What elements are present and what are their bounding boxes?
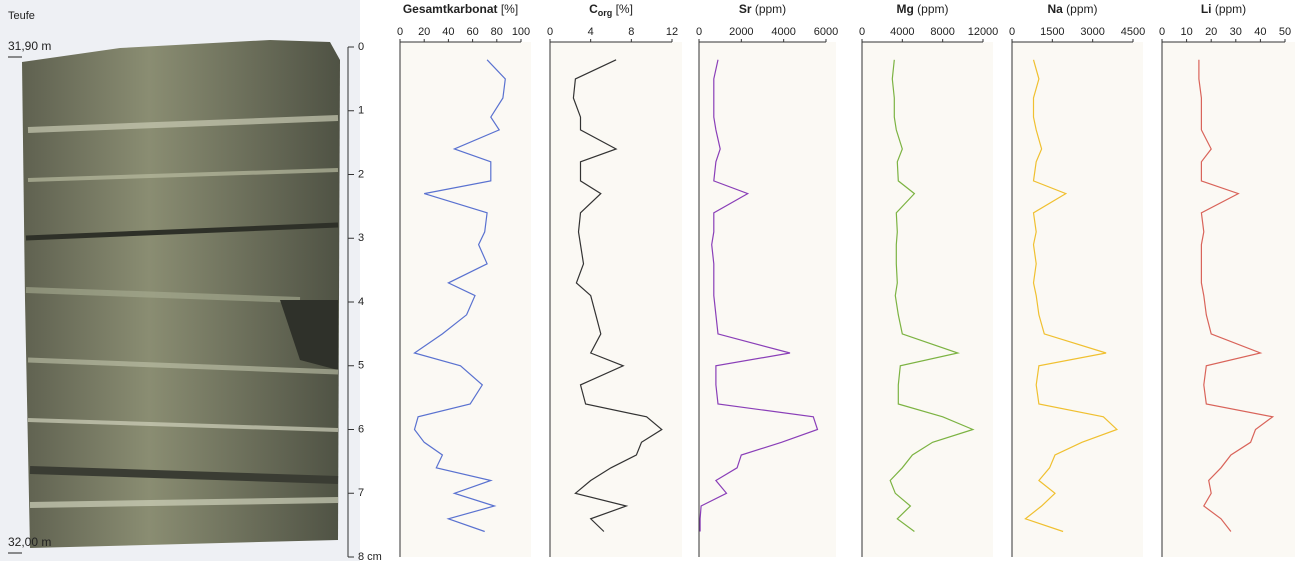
x-tick-label: 3000 [1080,26,1104,38]
panel-title: Gesamtkarbonat [%] [403,2,518,16]
depth-tick-label: 6 [358,423,364,435]
title-name: Gesamtkarbonat [403,2,498,16]
title-unit: [%] [498,2,519,16]
profile-line [572,59,663,532]
panel-title: Na (ppm) [1047,2,1097,16]
x-tick-label: 8 [628,26,634,38]
x-tick-label: 12 [666,26,678,38]
panel-title: Li (ppm) [1201,2,1246,16]
depth-tick-label: 4 [358,296,364,308]
panel-title: Mg (ppm) [897,2,949,16]
panel-title: Corg [%] [589,2,633,18]
title-unit: (ppm) [752,2,787,16]
title-unit: [%] [612,2,633,16]
panel-background [1012,42,1143,557]
top-depth: 31,90 m [8,39,51,53]
x-tick-label: 0 [859,26,865,38]
x-tick-label: 4000 [890,26,914,38]
x-tick-label: 4500 [1121,26,1145,38]
depth-tick-label: 3 [358,232,364,244]
x-tick-label: 80 [491,26,503,38]
title-unit: (ppm) [1063,2,1098,16]
depth-tick-label: 8 cm [358,551,382,561]
profile-line [1198,59,1275,532]
x-tick-label: 0 [1009,26,1015,38]
x-tick-label: 12000 [968,26,999,38]
depth-tick-label: 2 [358,168,364,180]
panel-background [862,42,993,557]
panel-background [1162,42,1295,557]
bottom-depth: 32,00 m [8,535,51,549]
depth-tick-label: 7 [358,487,364,499]
x-tick-label: 0 [547,26,553,38]
x-tick-label: 20 [418,26,430,38]
panel-title: Sr (ppm) [739,2,786,16]
depth-tick-label: 1 [358,105,364,117]
title-name: Sr [739,2,752,16]
x-tick-label: 50 [1279,26,1291,38]
photo-caption: Teufe [8,10,35,22]
title-name: Na [1047,2,1063,16]
depth-tick-label: 5 [358,360,364,372]
core-photo [22,40,340,548]
depth-tick-label: 0 [358,41,364,53]
x-tick-label: 2000 [729,26,753,38]
title-name: C [589,2,598,16]
x-tick-label: 30 [1230,26,1242,38]
panel-background [699,42,836,557]
profile-line [889,59,975,532]
x-tick-label: 100 [512,26,530,38]
x-tick-label: 40 [442,26,454,38]
title-name: Li [1201,2,1212,16]
x-tick-label: 4 [588,26,594,38]
x-tick-label: 60 [466,26,478,38]
title-name: Mg [897,2,914,16]
x-tick-label: 40 [1254,26,1266,38]
title-unit: (ppm) [1212,2,1247,16]
x-tick-label: 6000 [814,26,838,38]
panel-background [400,42,531,557]
panel-background [550,42,682,557]
x-tick-label: 8000 [930,26,954,38]
x-tick-label: 1500 [1040,26,1064,38]
x-tick-label: 0 [397,26,403,38]
profile-line [413,59,506,533]
x-tick-label: 0 [1159,26,1165,38]
x-tick-label: 0 [696,26,702,38]
x-tick-label: 10 [1180,26,1192,38]
title-subscript: org [598,8,613,18]
title-unit: (ppm) [914,2,949,16]
x-tick-label: 20 [1205,26,1217,38]
x-tick-label: 4000 [771,26,795,38]
profile-line [699,59,819,532]
profile-line [1024,59,1119,533]
